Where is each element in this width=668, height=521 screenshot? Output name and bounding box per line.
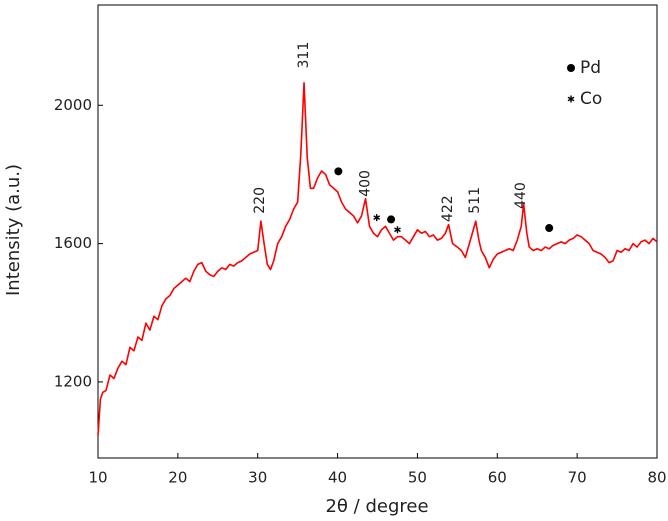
x-tick-label: 20: [168, 469, 187, 487]
x-tick-label: 60: [488, 469, 507, 487]
x-axis-label: 2θ / degree: [325, 496, 428, 517]
pd-marker: [334, 167, 343, 176]
x-tick-label: 30: [248, 469, 267, 487]
x-tick-label: 80: [647, 469, 666, 487]
pd-marker: [567, 64, 575, 72]
x-tick-label: 70: [568, 469, 587, 487]
legend-label: Co: [580, 89, 602, 109]
co-marker: [567, 95, 575, 103]
peak-label: 220: [252, 187, 268, 214]
co-marker: [373, 214, 381, 222]
pd-marker: [387, 215, 396, 224]
x-tick-label: 50: [408, 469, 427, 487]
peak-label: 311: [296, 42, 312, 69]
plot-frame: [97, 4, 658, 459]
y-tick-label: 1600: [54, 234, 92, 252]
y-tick-label: 2000: [54, 96, 92, 114]
legend-label: Pd: [580, 58, 601, 78]
y-axis-label: Intensity (a.u.): [3, 164, 24, 296]
co-marker: [394, 226, 401, 234]
data-line: [97, 82, 658, 436]
x-tick-label: 40: [328, 469, 347, 487]
peak-label: 511: [467, 187, 483, 214]
y-tick-label: 1200: [54, 372, 92, 390]
peak-label: 400: [358, 170, 374, 197]
x-tick-label: 10: [88, 469, 107, 487]
peak-label: 440: [513, 182, 529, 209]
pd-marker: [545, 224, 554, 233]
peak-label: 422: [440, 195, 456, 222]
